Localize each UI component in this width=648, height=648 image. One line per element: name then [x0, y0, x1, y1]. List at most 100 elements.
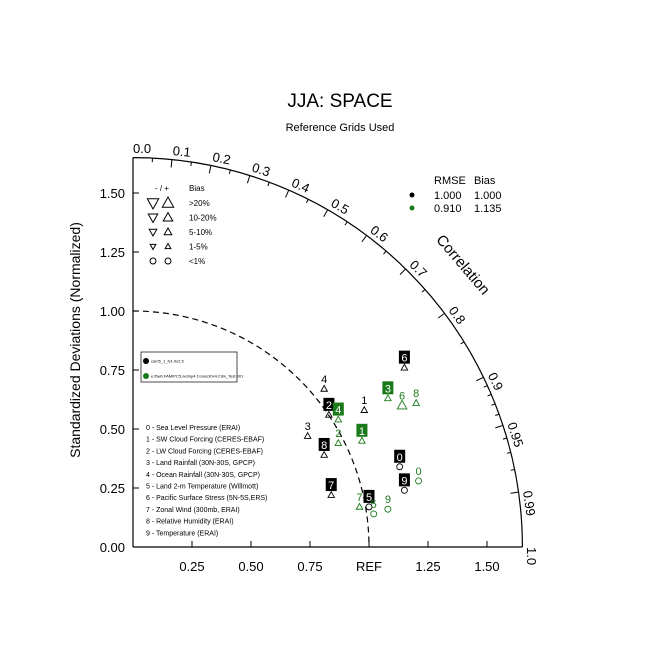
corr-minor-tick [344, 221, 348, 226]
point-label: 6 [399, 390, 405, 402]
bias-legend-label: >20% [189, 199, 210, 208]
point-marker-triangle-icon [334, 415, 343, 423]
data-point: 7 [355, 492, 364, 510]
corr-tick [285, 189, 290, 198]
point-marker-circle-icon [415, 477, 423, 485]
point-marker-triangle-icon [355, 502, 364, 510]
y-axis-label: Standardized Deviations (Normalized) [67, 222, 83, 458]
corr-tick [399, 268, 406, 275]
x-tick-label: 0.25 [179, 559, 204, 574]
point-label-box [318, 437, 330, 451]
data-point: 3 [303, 421, 312, 439]
data-point: 1 [356, 423, 368, 444]
y-tick-label: 0.25 [100, 481, 125, 496]
corr-tick-label: 0.4 [289, 175, 312, 196]
data-point: 7 [325, 478, 337, 498]
corr-minor-tick [491, 403, 496, 406]
corr-tick-label: 0.1 [172, 143, 191, 160]
corr-tick [208, 165, 212, 174]
model-legend-name: cam5_1_fv1.9x2.5 [151, 359, 184, 364]
corr-minor-tick [383, 250, 387, 255]
corr-tick [495, 424, 504, 429]
x-tick-label: 0.75 [297, 559, 322, 574]
bias-legend-label: 5-10% [189, 228, 212, 237]
point-label: 4 [335, 405, 341, 417]
point-marker-triangle-icon [334, 438, 343, 446]
variable-legend-item: 5 - Land 2-m Temperature (Willmott) [146, 484, 258, 491]
data-point: 8 [318, 437, 330, 458]
point-marker-circle-icon [384, 505, 392, 513]
stats-header-bias: Bias [474, 175, 496, 187]
corr-minor-tick [502, 437, 507, 440]
point-label: 2 [335, 428, 341, 440]
axes-layer: 0.000.250.500.751.001.251.500.25 0.50 0.75… [100, 141, 539, 574]
ref-label: REF [356, 559, 382, 574]
bias-legend-label: 1-5% [189, 243, 208, 252]
point-label: 0 [397, 452, 403, 464]
corr-tick [476, 376, 484, 382]
legend-layer: - / + Bias >20% 10-20% 5-10% 1-5% <1% RMSE Bias 1… [140, 175, 502, 537]
bias-legend-up-triangle-icon [164, 242, 172, 250]
variable-legend-item: 3 - Land Rainfall (30N-30S, GPCP) [146, 460, 255, 467]
corr-tick [437, 312, 445, 319]
stats-rmse-value: 1.000 [434, 190, 462, 202]
bias-legend-down-triangle-icon [147, 213, 159, 224]
point-label: 8 [413, 388, 419, 400]
bias-legend-label: 10-20% [189, 214, 217, 223]
y-tick-label: 0.75 [100, 363, 125, 378]
point-marker-triangle-icon [320, 384, 329, 392]
corr-tick-label: 0.99 [520, 490, 538, 517]
corr-tick-label: 0.95 [504, 420, 526, 449]
data-point: 6 [398, 350, 410, 371]
corr-tick [246, 175, 251, 184]
bias-legend-down-triangle-icon [149, 243, 157, 251]
point-marker-triangle-icon [320, 450, 329, 458]
stats-rmse-value: 0.910 [434, 203, 462, 215]
bias-legend-circle-icon [164, 257, 172, 265]
point-label-box [382, 381, 394, 395]
point-marker-triangle-icon [383, 393, 392, 402]
point-label-box [398, 350, 410, 364]
corr-tick-label: 0.8 [446, 303, 469, 326]
variable-legend-item: 0 - Sea Level Pressure (ERAI) [146, 425, 240, 432]
data-point: 3 [382, 381, 394, 402]
point-label: 5 [371, 499, 377, 511]
data-point: 2 [323, 397, 335, 418]
corr-tick-label: 0.0 [133, 141, 151, 156]
data-point: 5 [370, 499, 378, 518]
bias-legend-down-triangle-icon [148, 228, 158, 238]
corr-minor-tick [305, 199, 309, 204]
point-label-box [363, 489, 375, 503]
corr-tick-label: 0.5 [328, 195, 351, 217]
corr-minor-tick [228, 169, 231, 174]
x-tick-label: 1.25 [415, 559, 440, 574]
data-point: 2 [334, 428, 343, 446]
y-tick-label: 0.00 [100, 540, 125, 555]
data-point: 6 [396, 390, 408, 410]
corr-tick-label: 0.7 [407, 257, 430, 280]
point-label: 3 [305, 421, 311, 433]
point-label: 9 [401, 475, 407, 487]
point-marker-triangle-icon [357, 436, 366, 444]
data-point: 1 [360, 395, 369, 413]
bias-legend-sign-header: - / + [155, 184, 169, 193]
reference-arc [132, 310, 370, 548]
point-label: 7 [356, 492, 362, 504]
model-legend-name: e.fbwb.FAMIPC5.ne0np4.Conus30x4.Clim_Tes… [151, 374, 244, 379]
point-label: 1 [359, 426, 365, 438]
stats-bias-value: 1.135 [474, 203, 502, 215]
corr-tick [510, 491, 519, 494]
point-label: 4 [321, 374, 327, 386]
point-marker-triangle-icon [396, 399, 408, 410]
data-point: 9 [398, 473, 410, 494]
corr-minor-tick [483, 385, 488, 388]
data-point: 4 [320, 374, 329, 392]
point-marker-triangle-icon [324, 410, 333, 418]
point-label-box [323, 397, 335, 411]
bias-legend-up-triangle-icon [162, 211, 174, 222]
chart-subtitle: Reference Grids Used [286, 122, 395, 134]
bias-legend-label: <1% [189, 257, 205, 266]
bias-legend-up-triangle-icon [163, 226, 173, 236]
variable-legend-item: 9 - Temperature (ERAI) [146, 530, 218, 537]
data-point: 5 [363, 489, 375, 511]
